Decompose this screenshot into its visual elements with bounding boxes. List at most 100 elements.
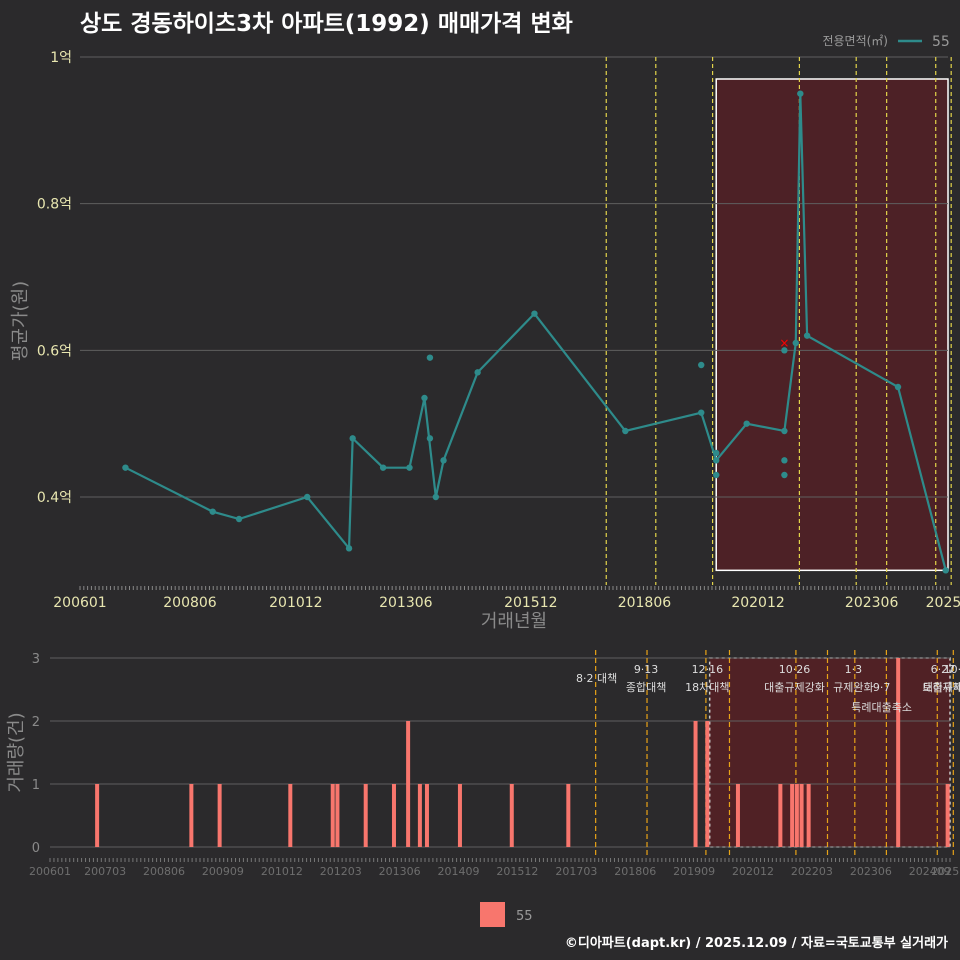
y-axis-title: 평균가(원) — [10, 281, 31, 361]
x-tick-label-volume: 202012 — [732, 865, 774, 878]
x-tick-label: 202012 — [731, 595, 784, 611]
x-tick-label-volume: 202409 — [909, 865, 951, 878]
data-point — [792, 339, 799, 347]
data-point — [781, 347, 788, 354]
volume-bar — [799, 784, 804, 847]
y-tick-label: 0.6억 — [37, 343, 72, 359]
policy-annotation: 10·15 — [944, 663, 960, 676]
data-point — [235, 515, 243, 523]
x-tick-label: 201012 — [269, 595, 322, 611]
x-tick-label-volume: 201012 — [261, 865, 303, 878]
x-tick-label-volume: 202203 — [791, 865, 833, 878]
volume-bar — [457, 784, 462, 847]
volume-bar — [424, 784, 429, 847]
y-tick-label: 0.8억 — [37, 197, 72, 213]
data-point — [379, 464, 387, 471]
data-point — [781, 471, 788, 479]
x-tick-label: 200601 — [53, 595, 106, 611]
data-point — [345, 545, 353, 552]
y-tick-label-volume: 3 — [32, 652, 40, 667]
data-point — [406, 464, 413, 471]
policy-annotation: 특례대출축소 — [851, 701, 912, 714]
volume-bar — [566, 784, 571, 847]
data-point — [209, 508, 216, 515]
data-point — [349, 435, 356, 442]
volume-bar — [406, 721, 411, 847]
data-point — [622, 427, 629, 435]
x-axis-title: 거래년월 — [481, 611, 547, 632]
x-tick-label-volume: 201806 — [614, 865, 656, 878]
policy-annotation: 8·2 대책 — [576, 672, 617, 685]
data-point — [894, 383, 902, 391]
policy-annotation: 대출규제강화 — [764, 681, 825, 694]
volume-bar — [288, 784, 293, 847]
policy-annotation: 6·27 — [931, 663, 956, 676]
policy-annotation: 대출규제 — [923, 681, 960, 694]
data-point — [942, 567, 949, 574]
x-tick-label: 2025 — [926, 595, 960, 611]
volume-bar — [391, 784, 396, 847]
data-point — [426, 435, 434, 442]
x-tick-label-volume: 200601 — [29, 865, 71, 878]
volume-bar — [417, 784, 422, 847]
policy-annotation: 9·13 — [634, 663, 659, 676]
policy-annotation: 토허제해제 — [922, 680, 960, 694]
x-tick-label-volume: 201409 — [438, 865, 480, 878]
x-tick-label-volume: 201909 — [673, 865, 715, 878]
volume-bar — [705, 721, 710, 847]
volume-bar — [806, 784, 811, 847]
policy-annotation: 종합대책 — [626, 681, 666, 694]
legend-swatch-volume — [480, 902, 505, 927]
data-point — [440, 457, 447, 464]
volume-bar — [189, 784, 194, 847]
volume-bar — [693, 721, 698, 847]
policy-annotation: 1·3 — [845, 663, 863, 676]
policy-annotation: 18차대책 — [685, 681, 729, 694]
volume-bar — [790, 784, 795, 847]
data-point — [426, 354, 434, 361]
page-title: 상도 경동하이츠3차 아파트(1992) 매매가격 변화 — [80, 11, 573, 37]
x-tick-label-volume: 200909 — [202, 865, 244, 878]
volume-bar — [95, 784, 100, 847]
data-point — [698, 361, 705, 369]
policy-annotation: 12·16 — [692, 663, 724, 676]
volume-bar — [945, 784, 950, 847]
policy-annotation: 9·7 — [873, 681, 891, 694]
x-tick-label-volume: 2025 — [931, 865, 959, 878]
data-point — [797, 90, 804, 97]
volume-bar — [778, 784, 783, 847]
volume-bar — [335, 784, 340, 847]
data-point — [432, 493, 440, 501]
y-tick-label-volume: 0 — [32, 841, 40, 856]
x-tick-label-volume: 200703 — [84, 865, 126, 878]
volume-bar — [896, 658, 901, 847]
x-tick-label: 201512 — [504, 595, 557, 611]
footer-credit: ©디아파트(dapt.kr) / 2025.12.09 / 자료=국토교통부 실… — [564, 936, 948, 951]
data-point — [698, 409, 705, 416]
y-tick-label: 0.4억 — [37, 490, 72, 506]
x-tick-label-volume: 201512 — [496, 865, 538, 878]
data-point — [781, 457, 788, 464]
highlight-region — [715, 78, 949, 572]
data-point — [713, 457, 720, 464]
legend-title: 전용면적(㎡) — [822, 34, 888, 48]
data-point — [531, 310, 538, 317]
latest-marker: × — [779, 336, 789, 350]
volume-bar — [735, 784, 740, 847]
x-tick-label-volume: 201703 — [555, 865, 597, 878]
volume-bar — [794, 784, 799, 847]
data-point — [803, 332, 811, 339]
x-tick-label-volume: 201203 — [320, 865, 362, 878]
policy-annotation: 10·26 — [779, 663, 811, 676]
volume-bar — [330, 784, 335, 847]
data-point — [713, 449, 720, 457]
legend-label-volume: 55 — [516, 909, 533, 924]
x-tick-label: 202306 — [845, 595, 899, 611]
highlight-region-volume — [708, 657, 951, 848]
x-tick-label: 201806 — [618, 595, 672, 611]
data-point — [122, 464, 129, 471]
data-point — [781, 427, 788, 435]
data-point — [713, 471, 720, 479]
y-tick-label-volume: 1 — [32, 778, 40, 793]
